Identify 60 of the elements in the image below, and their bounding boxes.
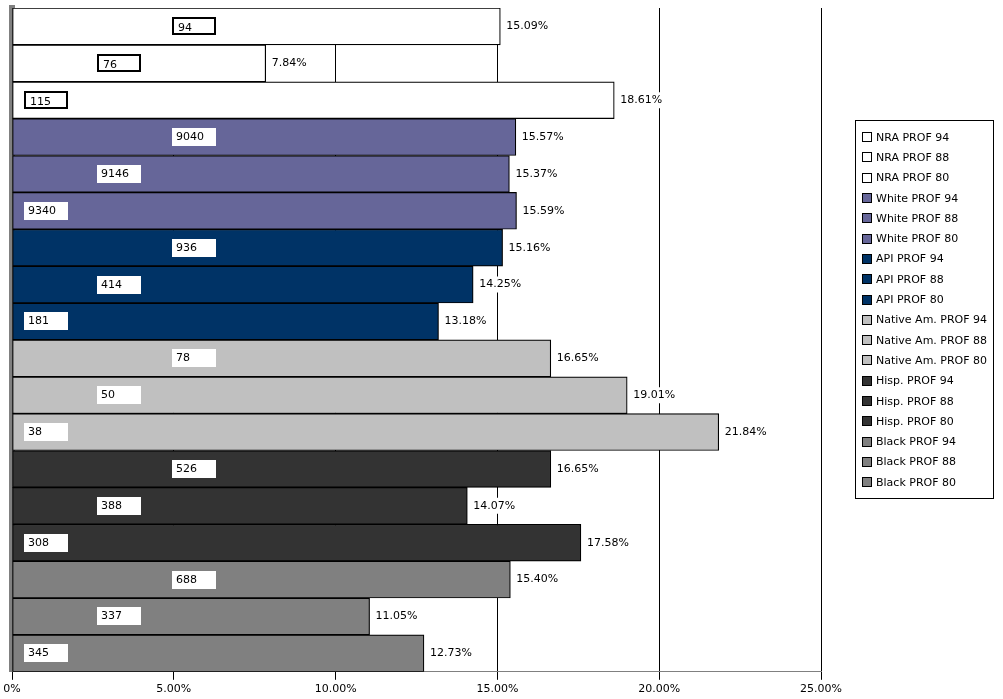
annotation: 526 bbox=[172, 459, 216, 478]
legend-label: White PROF 80 bbox=[876, 232, 959, 246]
x-tick-label: 0% bbox=[3, 682, 21, 696]
text: NRA PROF 94 bbox=[876, 130, 950, 144]
legend-label: Black PROF 88 bbox=[876, 455, 957, 469]
annotation: 38 bbox=[24, 423, 68, 442]
data-label: 16.65% bbox=[556, 461, 599, 475]
data-label: 15.16% bbox=[508, 240, 551, 254]
annotation: 936 bbox=[172, 238, 216, 257]
legend-label: Native Am. PROF 88 bbox=[876, 333, 988, 347]
x-tick-label: 20.00% bbox=[638, 682, 681, 696]
legend-label: API PROF 88 bbox=[876, 272, 944, 286]
x-tick-label: 15.00% bbox=[476, 682, 519, 696]
x-tick-label: 5.00% bbox=[156, 682, 192, 696]
annotation: 308 bbox=[24, 533, 68, 552]
annotation: 688 bbox=[172, 570, 216, 589]
annotation: 181 bbox=[24, 312, 68, 331]
annotation: 115 bbox=[24, 91, 68, 110]
annotation: 345 bbox=[24, 644, 68, 663]
legend-label: Hisp. PROF 80 bbox=[876, 414, 954, 428]
legend-label: API PROF 80 bbox=[876, 293, 944, 307]
data-label: 15.59% bbox=[522, 203, 565, 217]
annotation: 9040 bbox=[172, 128, 216, 147]
legend-label: White PROF 94 bbox=[876, 191, 959, 205]
data-label: 17.58% bbox=[586, 535, 629, 549]
legend-label: White PROF 88 bbox=[876, 211, 959, 225]
data-label: 19.01% bbox=[633, 388, 676, 402]
legend-label: Hisp. PROF 88 bbox=[876, 394, 954, 408]
text: NRA PROF 80 bbox=[876, 171, 950, 185]
annotation: 50 bbox=[97, 386, 141, 405]
data-label: 14.25% bbox=[479, 277, 522, 291]
annotation: 76 bbox=[97, 54, 141, 73]
annotation: 9340 bbox=[24, 201, 68, 220]
data-label: 21.84% bbox=[724, 424, 767, 438]
legend-label: Hisp. PROF 94 bbox=[876, 374, 954, 388]
annotation: 337 bbox=[97, 607, 141, 626]
legend-label: Native Am. PROF 80 bbox=[876, 353, 988, 367]
data-label: 16.65% bbox=[556, 351, 599, 365]
legend-label: Native Am. PROF 94 bbox=[876, 313, 988, 327]
annotation: 78 bbox=[172, 349, 216, 368]
data-label: 14.07% bbox=[473, 498, 516, 512]
legend-label: Black PROF 80 bbox=[876, 475, 957, 489]
data-label: 15.40% bbox=[516, 572, 559, 586]
data-label: 7.84% bbox=[271, 56, 307, 70]
annotation: 94 bbox=[172, 17, 216, 36]
data-label: 15.57% bbox=[521, 129, 564, 143]
data-label: 18.61% bbox=[620, 93, 663, 107]
x-tick-label: 25.00% bbox=[800, 682, 843, 696]
data-label: 13.18% bbox=[444, 314, 487, 328]
legend-label: API PROF 94 bbox=[876, 252, 944, 266]
data-label: 11.05% bbox=[375, 609, 418, 623]
annotation: 9146 bbox=[97, 164, 141, 183]
x-tick-label: 10.00% bbox=[314, 682, 357, 696]
data-label: 12.73% bbox=[429, 646, 472, 660]
annotation: 414 bbox=[97, 275, 141, 294]
text: NRA PROF 88 bbox=[876, 150, 950, 164]
legend-label: Black PROF 94 bbox=[876, 435, 957, 449]
annotation: 388 bbox=[97, 496, 141, 515]
data-label: 15.09% bbox=[506, 19, 549, 33]
data-label: 15.37% bbox=[515, 166, 558, 180]
